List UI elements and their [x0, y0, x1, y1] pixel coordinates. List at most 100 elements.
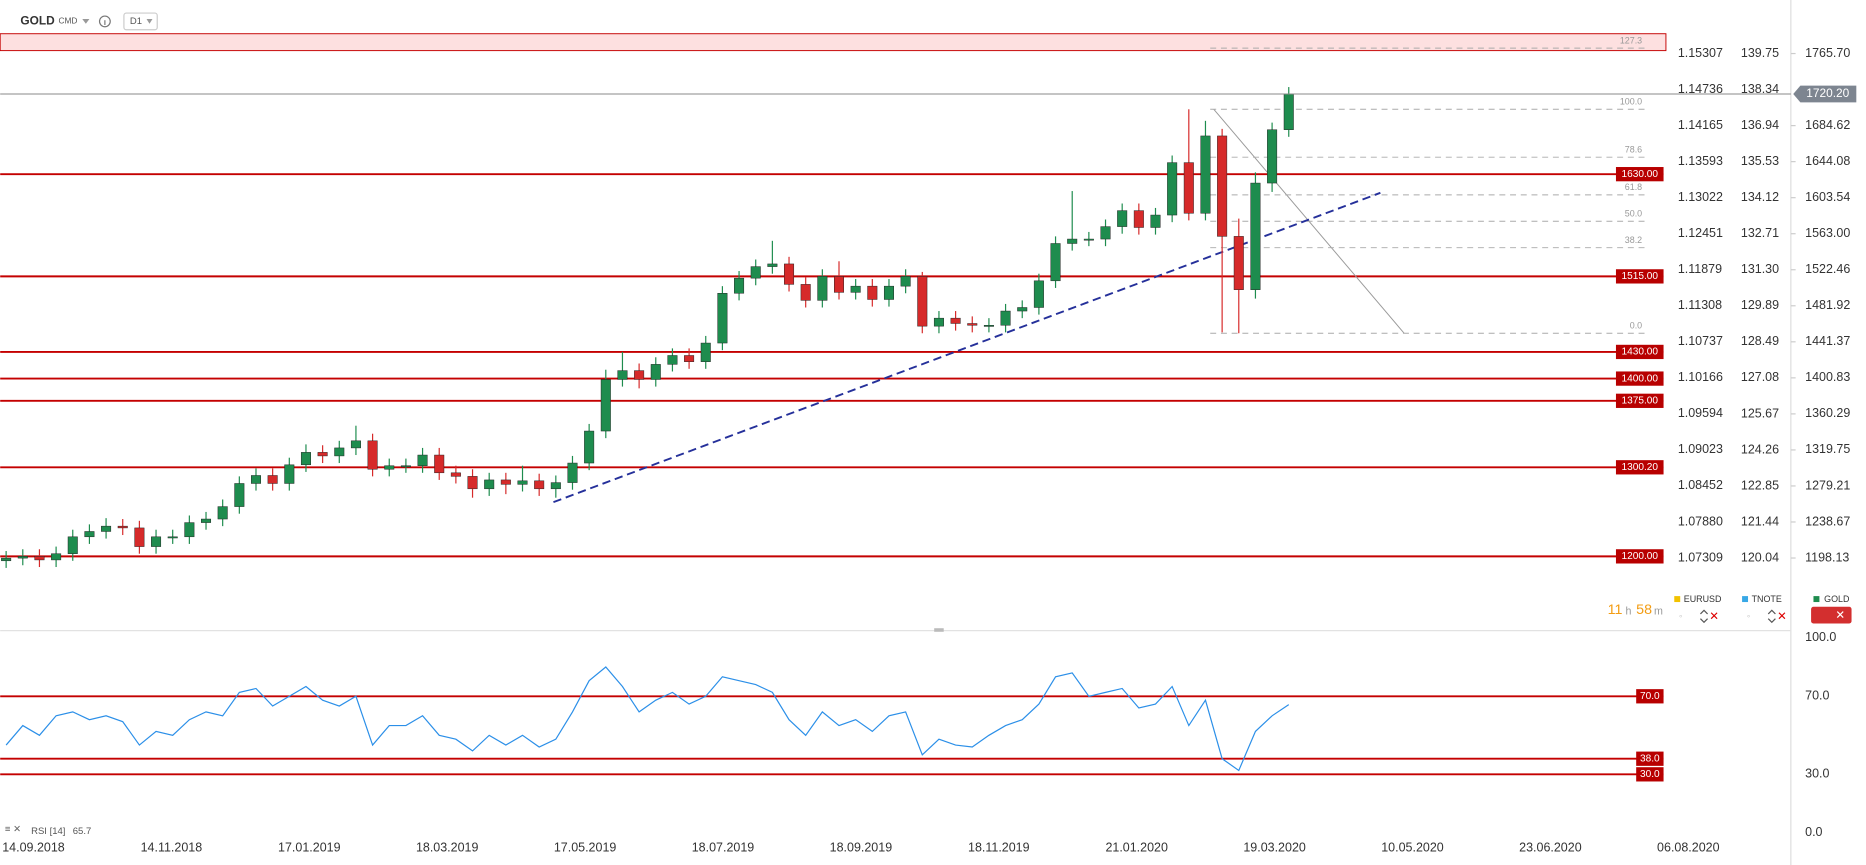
level-tag	[1615, 344, 1664, 360]
y-tick-label: 70.0	[1805, 689, 1829, 703]
candle-body	[567, 462, 578, 483]
countdown-minutes: 58	[1636, 602, 1652, 618]
candle-body	[500, 479, 511, 485]
last-price-label: 1720.20	[1806, 86, 1849, 100]
level-tag-label: 1200.00	[1621, 551, 1658, 562]
candle-body	[184, 522, 195, 538]
y-tick-label: 121.44	[1741, 515, 1779, 529]
dropdown-arrow[interactable]	[82, 19, 90, 24]
legend-active[interactable]	[1811, 606, 1852, 624]
market: CMD	[58, 16, 77, 26]
candle-body	[217, 506, 228, 520]
fib-label: 50.0	[1625, 208, 1642, 218]
fib-label: 38.2	[1625, 235, 1642, 245]
candle-body	[867, 285, 878, 300]
level-tag-label: 1300.20	[1621, 462, 1658, 473]
y-tick-label: 1644.08	[1805, 154, 1850, 168]
y-tick-label: 1684.62	[1805, 118, 1850, 132]
candle-body	[667, 355, 678, 365]
rsi-level-label: 30.0	[1640, 769, 1660, 780]
candle-body	[67, 536, 78, 554]
candle-body	[584, 430, 595, 464]
x-tick-label: 23.06.2020	[1519, 841, 1582, 855]
y-tick-label: 100.0	[1805, 630, 1836, 644]
legend-remove[interactable]	[1836, 611, 1844, 618]
candle-body	[400, 465, 411, 468]
level-tag-label: 1630.00	[1621, 169, 1658, 180]
legend-remove[interactable]	[1778, 612, 1786, 620]
y-tick-label: 1.08452	[1678, 478, 1723, 492]
candle-body	[600, 379, 611, 432]
x-tick-label: 21.01.2020	[1105, 841, 1168, 855]
x-tick-label: 17.05.2019	[554, 841, 617, 855]
y-tick-label: 1319.75	[1805, 442, 1850, 456]
candle-body	[1117, 210, 1128, 227]
y-tick-label: 1198.13	[1805, 550, 1849, 564]
candle-body	[84, 531, 95, 538]
rsi-level-label: 38.0	[1640, 753, 1660, 764]
rsi-level-tag	[1636, 689, 1664, 704]
y-tick-label: 128.49	[1741, 334, 1779, 348]
candle-body	[1000, 310, 1011, 326]
candle-body	[534, 480, 545, 490]
candle-body	[250, 475, 261, 484]
pane-resize-handle[interactable]	[934, 628, 944, 632]
candle-body	[834, 276, 845, 293]
countdown-hours: 11	[1608, 602, 1623, 618]
level-tag-label: 1400.00	[1621, 373, 1658, 384]
fib-label: 0.0	[1630, 320, 1642, 330]
y-tick-label: 1522.46	[1805, 262, 1850, 276]
y-tick-label: 1400.83	[1805, 370, 1850, 384]
candle-body	[434, 454, 445, 474]
legend-controls: ◦	[1679, 611, 1682, 622]
y-tick-label: 1.07880	[1678, 514, 1723, 528]
y-tick-label: 129.89	[1741, 298, 1779, 312]
y-tick-label: 1563.00	[1805, 226, 1850, 240]
candle-body	[700, 342, 711, 362]
symbol[interactable]: GOLD	[20, 14, 55, 28]
candle-body	[284, 464, 295, 484]
legend-label[interactable]: GOLD	[1824, 594, 1849, 604]
info-icon[interactable]	[98, 15, 111, 28]
y-tick-label: 1.14736	[1678, 82, 1723, 96]
candle-body	[717, 293, 728, 344]
legend-order[interactable]	[1767, 609, 1776, 624]
y-tick-label: 1.10737	[1678, 334, 1723, 348]
interval-select[interactable]	[123, 12, 158, 31]
candle-body	[817, 276, 828, 301]
fib-label: 127.3	[1620, 35, 1642, 45]
candle-body	[367, 440, 378, 470]
y-tick-label: 1765.70	[1805, 46, 1850, 60]
legend-label[interactable]: EURUSD	[1684, 594, 1722, 604]
y-tick-label: 1.09023	[1678, 442, 1723, 456]
y-tick-label: 135.53	[1741, 154, 1779, 168]
candle-body	[634, 370, 645, 380]
rsi-last: 65.7	[73, 826, 92, 837]
candle-body	[1083, 238, 1094, 241]
legend-remove[interactable]	[1710, 612, 1718, 620]
legend-order[interactable]	[1700, 609, 1708, 624]
y-tick-label: 138.34	[1741, 82, 1779, 96]
candle-body	[467, 476, 478, 490]
candle-body	[750, 266, 761, 279]
candle-body	[767, 263, 778, 267]
y-tick-label: 0.0	[1805, 825, 1822, 839]
fib-label: 78.6	[1625, 144, 1642, 154]
level-tag	[1615, 167, 1664, 182]
y-tick-label: 124.26	[1741, 442, 1779, 456]
legend-label[interactable]: TNOTE	[1752, 594, 1782, 604]
candle-body	[917, 276, 928, 327]
x-tick-label: 19.03.2020	[1243, 841, 1306, 855]
candle-body	[517, 480, 528, 485]
y-tick-label: 131.30	[1741, 262, 1779, 276]
candle-body	[784, 263, 795, 285]
candle-body	[684, 355, 695, 362]
candle-body	[484, 479, 495, 490]
legend-swatch	[1813, 596, 1820, 603]
candle-body	[317, 452, 328, 457]
candle-body	[51, 553, 62, 561]
candle-body	[1250, 182, 1261, 290]
candle-body	[134, 527, 145, 547]
